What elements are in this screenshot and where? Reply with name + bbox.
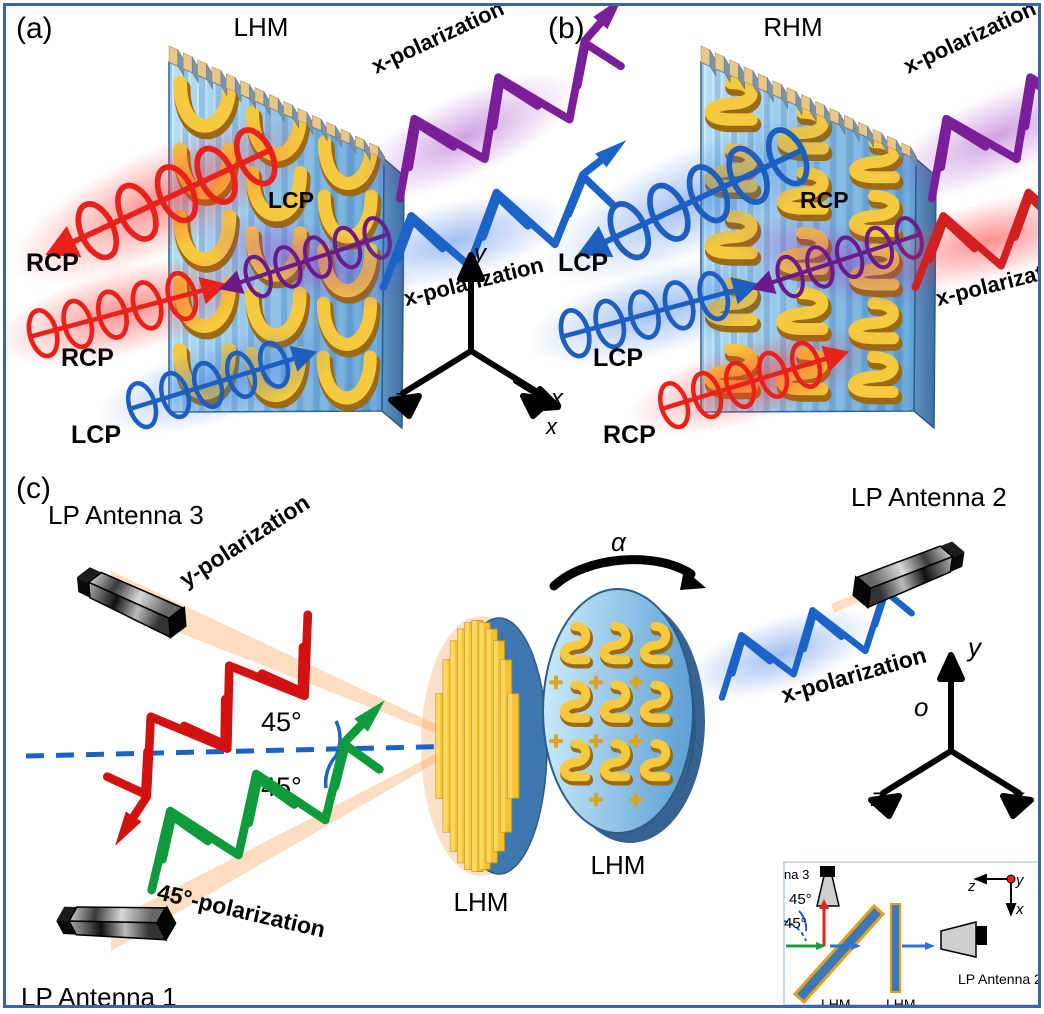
svg-text:RCP: RCP — [800, 187, 849, 213]
svg-text:RCP: RCP — [26, 249, 79, 277]
svg-text:LHM: LHM — [234, 12, 289, 42]
svg-text:LHM: LHM — [454, 887, 509, 917]
svg-text:x: x — [545, 414, 558, 439]
svg-text:LHM: LHM — [591, 850, 646, 880]
svg-text:LP Antenna 2: LP Antenna 2 — [851, 482, 1007, 512]
svg-text:45°: 45° — [784, 915, 807, 932]
svg-text:z: z — [967, 878, 976, 895]
svg-text:RHM: RHM — [763, 12, 822, 42]
svg-text:RCP: RCP — [603, 421, 656, 449]
svg-text:x-polarization: x-polarization — [900, 6, 1040, 79]
svg-text:(c): (c) — [16, 472, 51, 505]
svg-text:LCP: LCP — [593, 344, 643, 372]
svg-text:x: x — [1015, 901, 1024, 918]
svg-text:LCP: LCP — [71, 421, 121, 449]
svg-text:45°: 45° — [789, 891, 812, 908]
svg-text:LCP: LCP — [268, 187, 314, 213]
svg-text:LCP: LCP — [558, 249, 608, 277]
svg-text:z: z — [870, 782, 884, 812]
svg-text:LHM: LHM — [821, 996, 851, 1008]
svg-text:α: α — [611, 527, 627, 557]
svg-text:(b): (b) — [548, 12, 585, 45]
svg-text:LHM: LHM — [886, 996, 916, 1008]
svg-text:o: o — [914, 692, 928, 722]
svg-text:45°: 45° — [261, 707, 302, 737]
svg-text:LP Antenna 2: LP Antenna 2 — [958, 971, 1041, 987]
svg-text:y: y — [472, 240, 488, 267]
svg-text:LP Antenna 1: LP Antenna 1 — [21, 982, 177, 1008]
svg-text:na 3: na 3 — [784, 867, 809, 882]
svg-text:x-polarization: x-polarization — [368, 6, 508, 79]
svg-text:RCP: RCP — [61, 344, 114, 372]
svg-text:(a): (a) — [16, 12, 53, 45]
svg-text:LP Antenna 3: LP Antenna 3 — [48, 500, 204, 530]
svg-text:y: y — [966, 632, 983, 662]
svg-text:x: x — [1009, 782, 1025, 812]
svg-text:z: z — [393, 385, 406, 412]
